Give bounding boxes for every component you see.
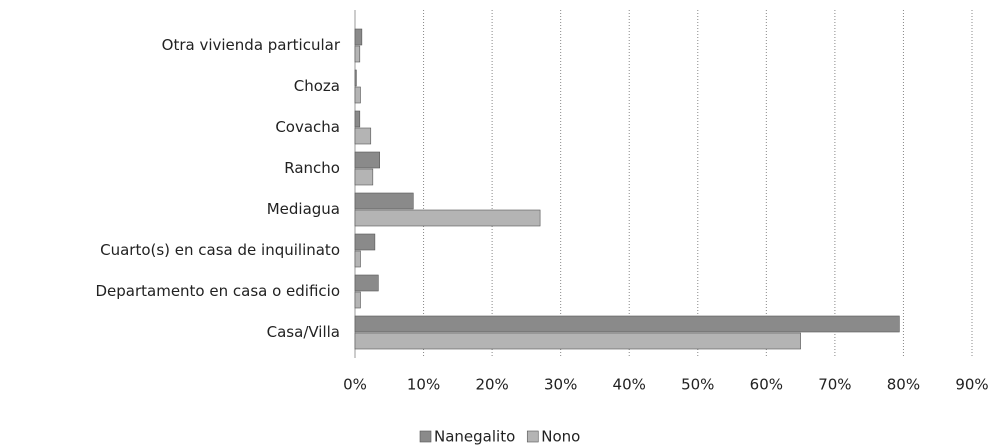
bar (354, 192, 414, 210)
bar (354, 127, 372, 145)
bar (354, 151, 380, 169)
x-tick-label: 0% (343, 376, 367, 394)
x-tick-label: 60% (750, 376, 783, 394)
x-tick-label: 90% (955, 376, 988, 394)
bar (354, 250, 361, 268)
bar (354, 110, 361, 128)
legend-label: Nono (541, 428, 580, 446)
bar (354, 209, 541, 227)
y-tick-label: Cuarto(s) en casa de inquilinato (100, 241, 340, 259)
legend-label: Nanegalito (434, 428, 515, 446)
y-tick-label: Otra vivienda particular (162, 36, 341, 54)
legend-swatch (419, 430, 432, 443)
bar (354, 168, 374, 186)
x-tick-label: 10% (407, 376, 440, 394)
bar (354, 86, 361, 104)
bar (354, 69, 357, 87)
bar (354, 233, 376, 251)
y-tick-label: Choza (294, 77, 340, 95)
x-tick-label: 70% (818, 376, 851, 394)
y-tick-label: Casa/Villa (267, 323, 340, 341)
bar (354, 291, 361, 309)
bar (354, 315, 900, 333)
x-tick-label: 30% (544, 376, 577, 394)
y-tick-label: Departamento en casa o edificio (95, 282, 340, 300)
x-tick-label: 40% (613, 376, 646, 394)
bar (354, 28, 363, 46)
y-tick-label: Rancho (284, 159, 340, 177)
x-tick-label: 20% (475, 376, 508, 394)
bar (354, 274, 379, 292)
y-tick-label: Mediagua (267, 200, 340, 218)
bar (354, 45, 361, 63)
legend-swatch (526, 430, 539, 443)
x-tick-label: 50% (681, 376, 714, 394)
y-tick-label: Covacha (275, 118, 340, 136)
bar (354, 332, 801, 350)
x-tick-label: 80% (887, 376, 920, 394)
